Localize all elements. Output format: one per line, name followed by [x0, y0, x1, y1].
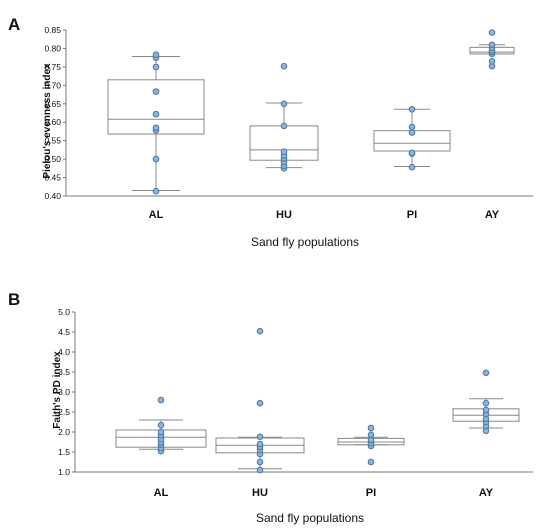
data-point-hu [280, 148, 288, 156]
y-axis-label-a: Pielou's evenness index [42, 63, 53, 179]
data-point-al [152, 110, 160, 118]
data-point-hu [256, 466, 264, 474]
data-point-pi [408, 106, 416, 113]
data-point-pi [408, 149, 416, 157]
data-point-hu [256, 440, 264, 448]
x-tick-label-hu: HU [276, 209, 292, 221]
data-point-al [157, 421, 165, 429]
x-tick-label-ay: AY [485, 209, 500, 221]
data-point-al [152, 124, 160, 132]
data-point-ay [488, 58, 496, 65]
data-point-al [152, 187, 160, 195]
x-axis-label-b: Sand fly populations [256, 511, 364, 525]
data-point-hu [280, 62, 288, 70]
data-point-ay [482, 399, 490, 407]
y-tick-label: 3.5 [58, 367, 70, 377]
box-pi [373, 108, 451, 167]
data-point-al [157, 428, 165, 436]
data-point-hu [256, 399, 264, 407]
data-point-al [157, 396, 165, 404]
y-tick-label: 0.55 [44, 136, 61, 146]
panel-a: A Pielou's evenness index Sand fly popul… [8, 15, 533, 249]
y-tick-label: 0.60 [44, 117, 61, 127]
y-tick-label: 1.0 [58, 467, 70, 477]
data-point-ay [482, 406, 490, 414]
data-point-pi [408, 123, 416, 131]
x-tick-label-hu: HU [252, 487, 268, 499]
y-tick-label: 0.70 [44, 80, 61, 90]
x-tick-label-al: AL [149, 209, 164, 221]
data-point-al [152, 51, 160, 59]
y-tick-label: 2.0 [58, 427, 70, 437]
y-tick-label: 0.50 [44, 154, 61, 164]
data-point-ay [482, 369, 490, 377]
y-tick-label: 4.5 [58, 327, 70, 337]
data-point-hu [280, 100, 288, 108]
panel-label-a: A [8, 15, 20, 34]
panel-label-b: B [8, 290, 20, 309]
data-point-pi [367, 424, 375, 432]
data-point-hu [256, 458, 264, 466]
x-tick-label-ay: AY [479, 487, 494, 499]
y-axis-label-b: Faith's PD index [52, 351, 63, 429]
data-point-hu [256, 327, 264, 335]
data-point-al [152, 88, 160, 95]
y-tick-label: 0.80 [44, 43, 61, 53]
y-tick-label: 0.75 [44, 62, 61, 72]
y-tick-label: 0.85 [44, 25, 61, 35]
data-point-al [152, 63, 160, 71]
box-iqr [107, 79, 205, 135]
panel-b: B Faith's PD index Sand fly populations … [8, 290, 533, 525]
y-tick-label: 0.40 [44, 191, 61, 201]
y-tick-label: 3.0 [58, 387, 70, 397]
data-point-pi [367, 458, 375, 466]
data-point-ay [488, 29, 496, 36]
plot-area-b: 1.0 1.5 2.0 2.5 3.0 3.5 4.0 4.5 5.0 AL HU PI AY [58, 307, 533, 499]
x-tick-label-pi: PI [407, 209, 417, 221]
data-point-al [152, 155, 160, 163]
x-tick-label-pi: PI [366, 487, 376, 499]
plot-area-a: 0.40 0.45 0.50 0.55 0.60 0.65 0.70 0.75 0.80 0.85… [44, 25, 533, 221]
y-tick-label: 4.0 [58, 347, 70, 357]
data-point-pi [367, 431, 375, 439]
y-tick-label: 2.5 [58, 407, 70, 417]
y-tick-label: 0.45 [44, 173, 61, 183]
data-point-hu [280, 122, 288, 130]
y-tick-label: 5.0 [58, 307, 70, 317]
data-point-pi [408, 129, 416, 136]
data-point-pi [408, 163, 416, 171]
x-axis-label-a: Sand fly populations [251, 235, 359, 249]
y-tick-label: 0.65 [44, 99, 61, 109]
data-point-ay [488, 41, 496, 49]
y-tick-label: 1.5 [58, 447, 70, 457]
box-al [107, 56, 205, 191]
x-tick-label-al: AL [154, 487, 169, 499]
data-point-hu [256, 433, 264, 441]
